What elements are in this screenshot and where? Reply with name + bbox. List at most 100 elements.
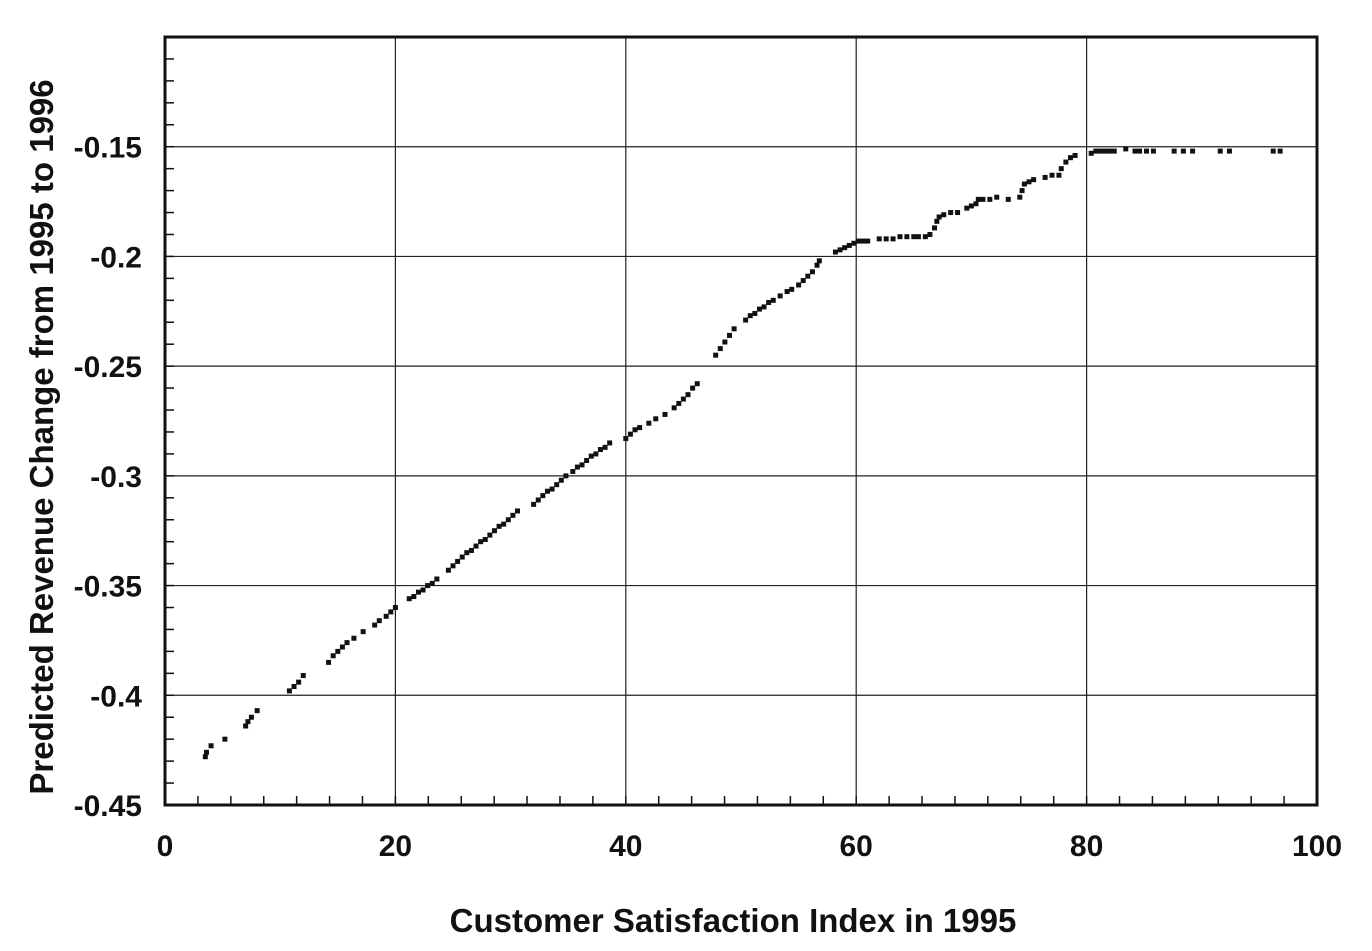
data-point xyxy=(1190,148,1196,154)
data-point xyxy=(816,258,822,264)
data-point xyxy=(796,282,802,288)
data-point xyxy=(1171,148,1177,154)
data-point xyxy=(202,754,208,760)
data-point xyxy=(851,240,857,246)
data-point xyxy=(676,400,682,406)
data-point xyxy=(254,708,260,714)
data-point xyxy=(784,289,790,295)
data-point xyxy=(1107,148,1113,154)
data-point xyxy=(842,245,848,251)
data-point xyxy=(531,501,537,507)
data-point xyxy=(339,644,345,650)
y-tick-label: -0.45 xyxy=(74,790,142,823)
data-point xyxy=(932,225,938,231)
data-point xyxy=(208,743,214,749)
data-point xyxy=(671,405,677,411)
data-point xyxy=(743,317,749,323)
data-point xyxy=(805,273,811,279)
data-point xyxy=(425,583,431,589)
y-tick-label: -0.4 xyxy=(90,680,142,713)
data-point xyxy=(756,306,762,312)
data-point xyxy=(376,618,382,624)
data-point xyxy=(1180,148,1186,154)
data-point xyxy=(690,385,696,391)
x-tick-label: 60 xyxy=(840,830,873,863)
data-point xyxy=(915,234,921,240)
data-point xyxy=(883,236,889,242)
data-point xyxy=(747,313,753,319)
data-point xyxy=(717,346,723,352)
data-point xyxy=(487,532,493,538)
data-point xyxy=(540,493,546,499)
data-point xyxy=(936,214,942,220)
data-point xyxy=(653,416,659,422)
data-point xyxy=(335,648,341,654)
data-point xyxy=(955,210,961,216)
data-point xyxy=(344,640,350,646)
data-point xyxy=(1072,152,1078,158)
data-point xyxy=(685,392,691,398)
data-point xyxy=(360,629,366,635)
data-point xyxy=(501,521,507,527)
data-point xyxy=(964,205,970,211)
data-point xyxy=(505,517,511,523)
data-point xyxy=(980,196,986,202)
data-point xyxy=(1088,150,1094,156)
data-point xyxy=(296,679,302,685)
y-tick-label: -0.15 xyxy=(74,132,142,165)
x-tick-label: 40 xyxy=(609,830,642,863)
data-point xyxy=(286,688,292,694)
data-point xyxy=(927,231,933,237)
data-point xyxy=(726,332,732,338)
data-point xyxy=(1017,194,1023,200)
data-point xyxy=(607,440,613,446)
data-point xyxy=(1226,148,1232,154)
data-point xyxy=(846,242,852,248)
data-point xyxy=(766,300,772,306)
data-point xyxy=(1150,148,1156,154)
data-point xyxy=(411,594,417,600)
data-point xyxy=(994,194,1000,200)
data-point xyxy=(1031,177,1037,183)
data-point xyxy=(1042,174,1048,180)
y-tick-label: -0.2 xyxy=(90,241,142,274)
data-point xyxy=(445,567,451,573)
data-point xyxy=(1132,148,1138,154)
plot-frame xyxy=(163,35,1319,807)
data-point xyxy=(291,684,297,690)
y-tick-label: -0.3 xyxy=(90,461,142,494)
data-point xyxy=(1019,188,1025,194)
data-point xyxy=(459,554,465,560)
data-point xyxy=(761,304,767,310)
data-point xyxy=(351,635,357,641)
data-point xyxy=(496,523,502,529)
data-point xyxy=(911,234,917,240)
data-point xyxy=(1093,148,1099,154)
data-point xyxy=(752,310,758,316)
data-point xyxy=(694,381,700,387)
data-point xyxy=(800,278,806,284)
data-point xyxy=(597,447,603,453)
data-point xyxy=(731,326,737,332)
y-axis-title: Predicted Revenue Change from 1995 to 19… xyxy=(23,79,60,794)
data-point xyxy=(584,457,590,463)
data-point xyxy=(535,497,541,503)
data-point xyxy=(1058,166,1064,172)
y-tick-labels: -0.45 -0.4 -0.35 -0.3 -0.25 -0.2 -0.15 xyxy=(74,132,143,823)
data-point xyxy=(406,596,412,602)
data-point xyxy=(420,587,426,593)
data-point xyxy=(558,477,564,483)
data-point xyxy=(1270,148,1276,154)
data-point xyxy=(1056,172,1062,178)
data-point xyxy=(973,201,979,207)
data-point xyxy=(248,714,254,720)
data-point xyxy=(837,247,843,253)
data-point xyxy=(1026,179,1032,185)
data-point xyxy=(243,723,249,729)
data-point xyxy=(623,436,629,442)
data-point xyxy=(434,576,440,582)
data-point xyxy=(713,352,719,358)
data-point xyxy=(968,203,974,209)
data-point xyxy=(1067,155,1073,161)
data-point xyxy=(941,212,947,218)
